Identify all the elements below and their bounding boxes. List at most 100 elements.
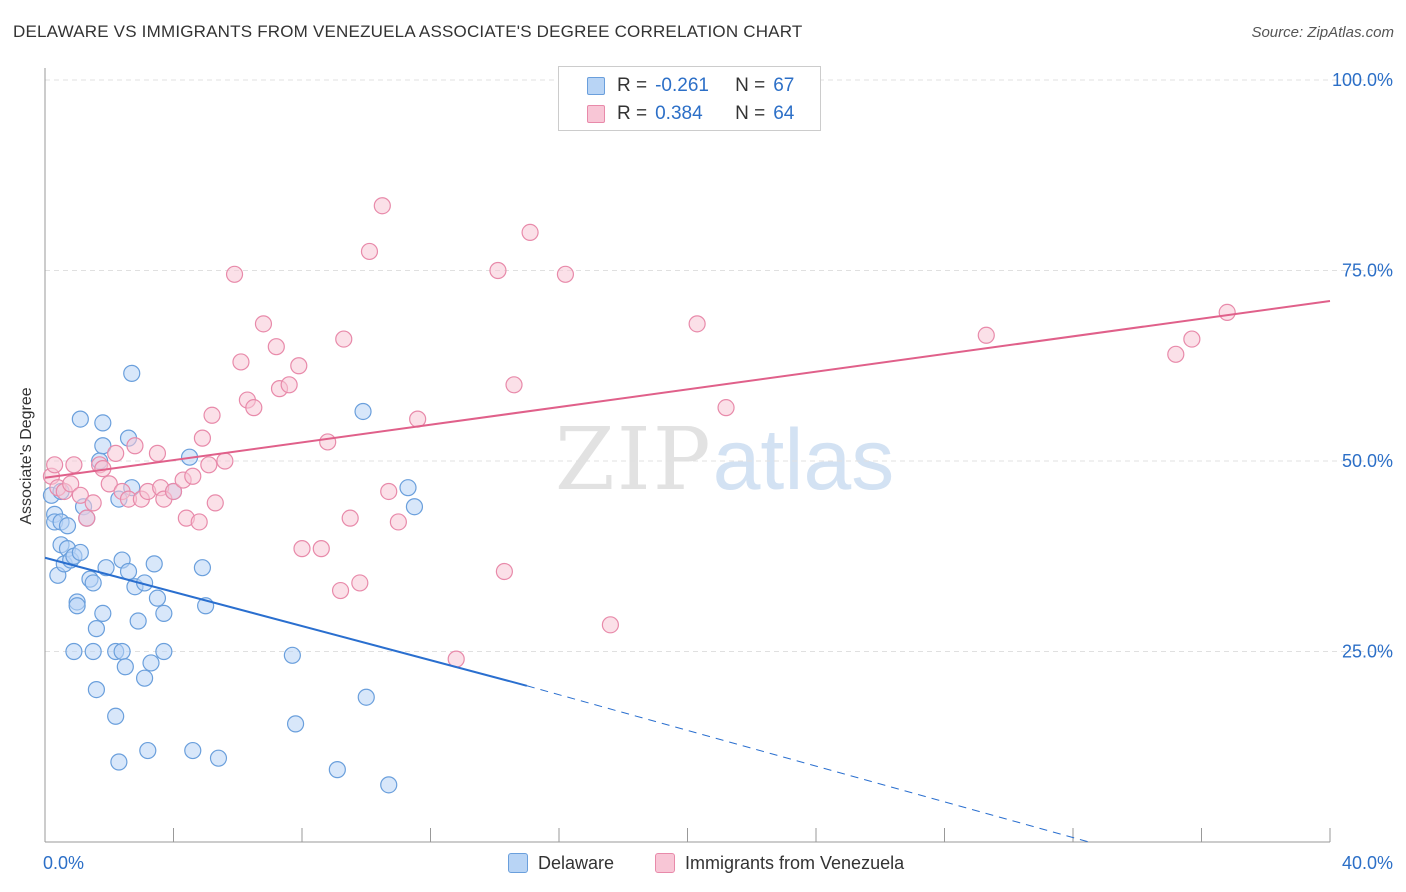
legend-row-delaware: R = -0.261 N = 67 [587,74,794,98]
delaware-point [71,410,89,428]
venezuela-point [290,357,308,375]
venezuela-point [184,467,202,485]
delaware-point [129,612,147,630]
watermark-atlas: atlas [712,412,895,508]
delaware-point [94,414,112,432]
delaware-point [283,646,301,664]
venezuela-point [267,338,285,356]
venezuela-point [200,456,218,474]
venezuela-point [319,433,337,451]
venezuela-point [389,513,407,531]
venezuela-point [126,437,144,455]
delaware-point [87,620,106,638]
delaware-point [380,776,398,794]
venezuela-point [62,475,80,493]
legend-r-label: R = [617,75,648,96]
venezuela-point [521,223,539,241]
venezuela-point [293,540,311,558]
venezuela-point [148,444,167,462]
y-axis-label: Associate's Degree [18,387,35,525]
delaware-point [148,589,167,607]
y-tick-label: 25.0% [1342,642,1393,662]
delaware-point [110,753,128,771]
x-tick-label: 0.0% [43,853,84,873]
delaware-point [68,597,86,615]
delaware-point [357,688,375,706]
watermark-zip: ZIP [555,410,713,510]
legend-n-value: 67 [773,75,795,96]
delaware-point [139,741,157,760]
venezuela-point [688,315,706,333]
delaware-point [71,543,89,562]
venezuela-legend-swatch [655,853,675,873]
venezuela-legend-label: Immigrants from Venezuela [685,852,905,873]
delaware-point [113,642,131,661]
venezuela-point [216,452,234,470]
delaware-point [399,479,417,497]
chart-source: Source: ZipAtlas.com [1251,24,1394,41]
venezuela-point [65,456,83,474]
venezuela-point [351,574,369,592]
delaware-point [65,642,83,661]
delaware-point [94,437,112,455]
venezuela-point [225,265,244,283]
venezuela-point [1167,345,1185,363]
venezuela-trend-line [44,299,1331,479]
venezuela-point [1218,303,1236,322]
legend-n-label: N = [735,103,766,124]
venezuela-point [380,482,398,501]
delaware-point [155,604,173,623]
venezuela-point [245,399,263,417]
delaware-point [405,498,424,516]
delaware-point [116,658,134,676]
delaware-point [135,669,154,687]
venezuela-point [46,456,64,474]
venezuela-point [409,410,427,428]
venezuela-point [206,494,224,512]
delaware-point [94,604,112,623]
venezuela-point [495,562,513,581]
venezuela-point [1183,330,1201,348]
watermark: ZIPatlas [555,410,894,510]
delaware-point [193,559,212,577]
delaware-trend-extension [526,685,1090,843]
venezuela-point [373,197,391,215]
legend-n-label: N = [735,75,766,96]
venezuela-point [107,444,125,462]
legend-row-venezuela: R = 0.384 N = 64 [587,102,794,126]
delaware-legend-label: Delaware [538,852,615,873]
venezuela-point [100,475,118,493]
venezuela-point [71,486,89,504]
delaware-point [84,574,102,592]
y-tick-label: 50.0% [1342,451,1393,471]
venezuela-point [556,265,575,283]
venezuela-point [601,616,620,634]
venezuela-point [312,540,330,558]
delaware-point [107,707,125,725]
venezuela-point [331,581,350,600]
venezuela-point [78,509,96,527]
y-tick-label: 75.0% [1342,261,1393,281]
x-tick-label: 40.0% [1342,853,1393,873]
chart-title: DELAWARE VS IMMIGRANTS FROM VENEZUELA AS… [13,22,803,41]
delaware-point [84,642,102,661]
venezuela-point [341,509,359,527]
delaware-trend-line [44,556,528,687]
delaware-point [97,559,115,577]
venezuela-point [232,353,250,371]
delaware-point [142,654,160,672]
legend-r-value: -0.261 [655,75,709,96]
delaware-point [328,761,346,779]
legend-item-venezuela: Immigrants from Venezuela [655,851,904,875]
venezuela-point [505,376,523,394]
delaware-point [58,517,77,535]
delaware-point [119,562,138,581]
venezuela-point [164,482,183,501]
delaware-point [145,555,163,573]
delaware-point [184,741,202,760]
legend-r-value: 0.384 [655,103,703,124]
delaware-point [354,402,372,421]
venezuela-point [193,429,212,447]
legend-r-label: R = [617,103,648,124]
